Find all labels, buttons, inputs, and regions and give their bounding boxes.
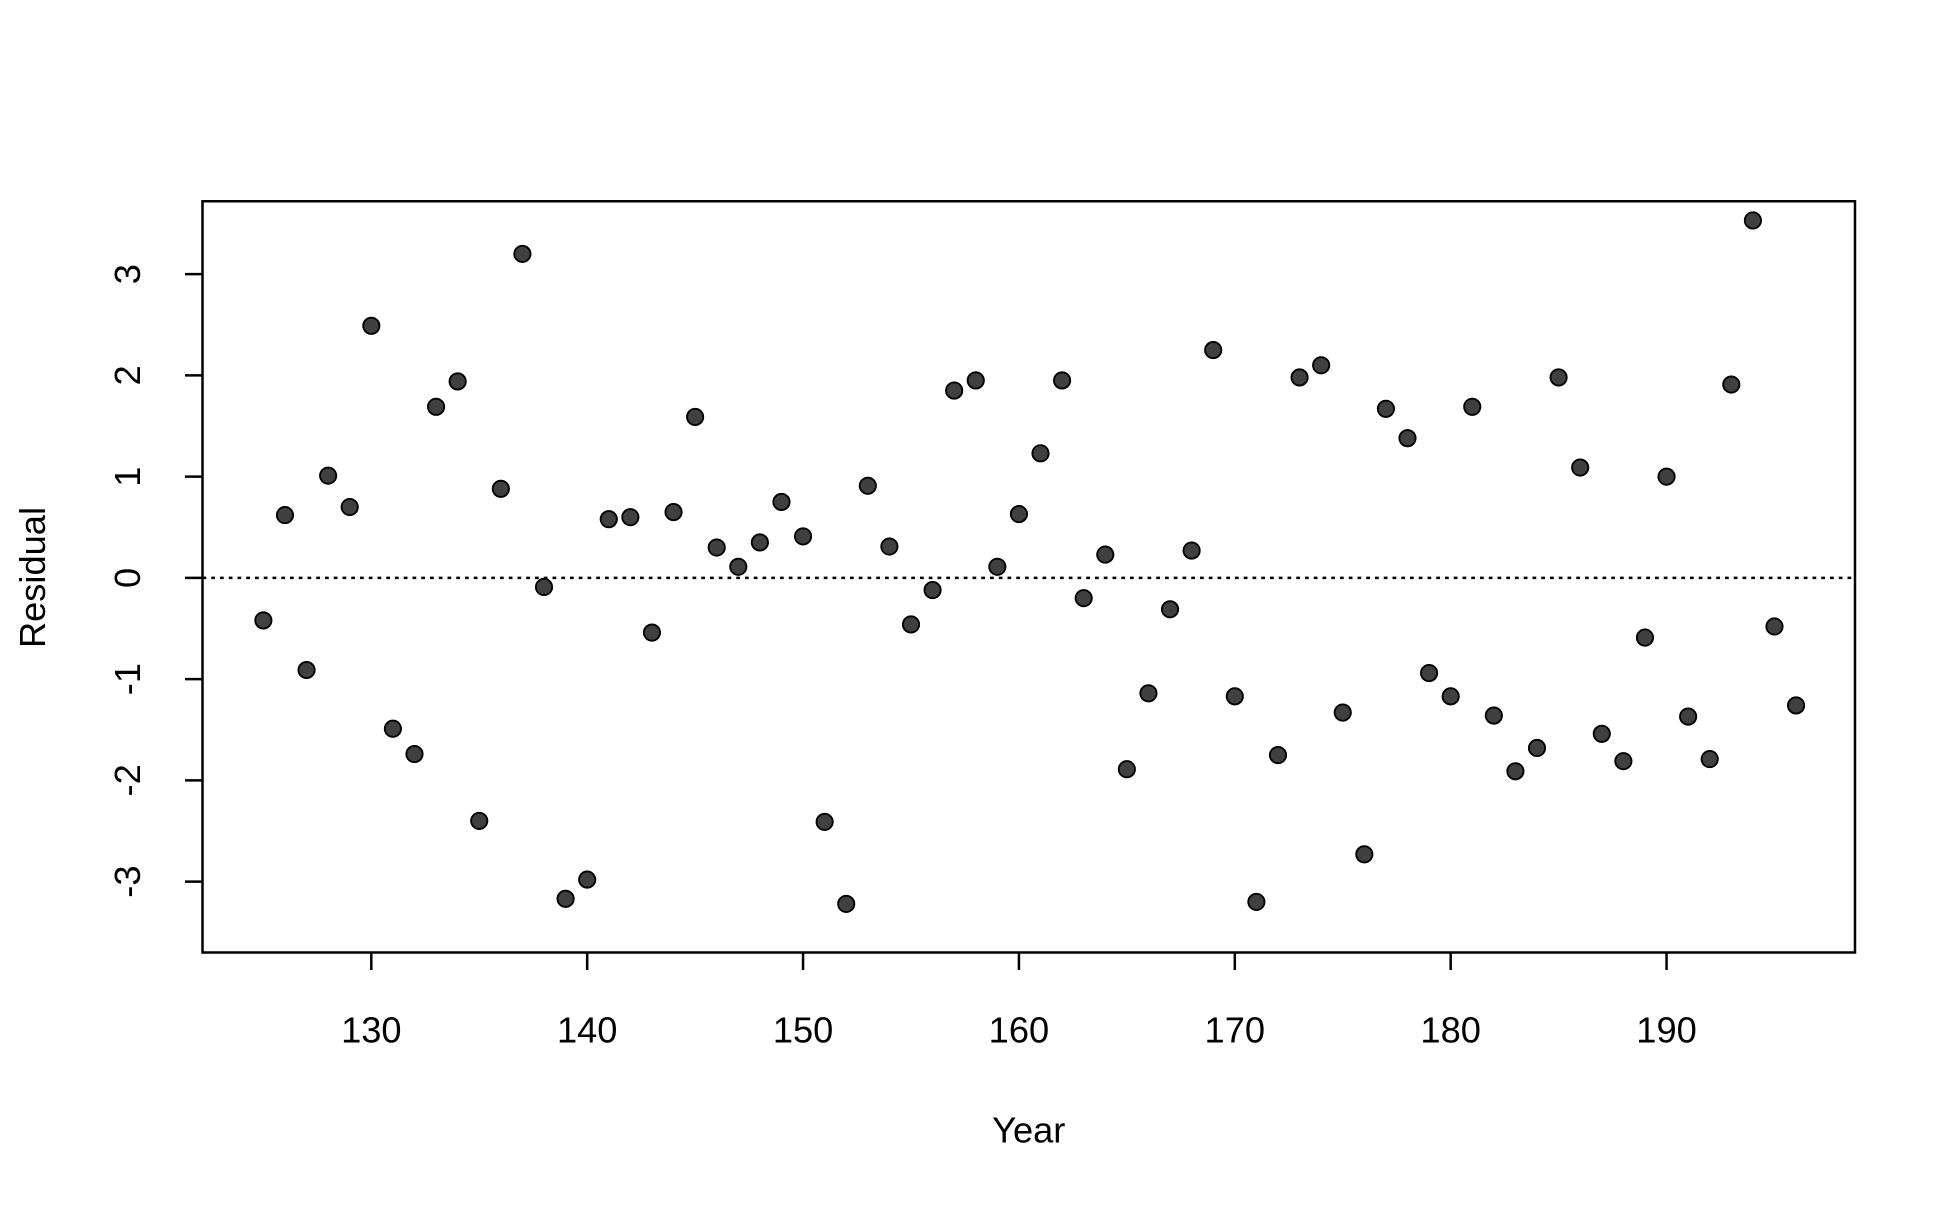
y-tick-label: 0 xyxy=(107,568,148,588)
x-tick-label: 150 xyxy=(773,1010,833,1051)
point xyxy=(1031,444,1050,463)
point xyxy=(448,372,467,391)
point xyxy=(556,889,575,908)
point xyxy=(1117,760,1136,779)
point xyxy=(362,316,381,335)
point xyxy=(534,577,554,597)
point xyxy=(1765,617,1784,636)
point xyxy=(686,407,705,426)
point xyxy=(319,466,338,485)
point xyxy=(1074,589,1093,608)
point xyxy=(880,537,899,556)
point xyxy=(1527,738,1547,758)
point xyxy=(1398,429,1417,448)
point xyxy=(1657,467,1676,486)
y-tick-label: -2 xyxy=(107,764,148,796)
point xyxy=(1484,706,1503,725)
y-tick-label: -3 xyxy=(107,866,148,898)
y-axis-label: Residual xyxy=(12,507,53,648)
point xyxy=(1635,628,1655,647)
point xyxy=(1204,341,1223,360)
point xyxy=(1722,375,1741,394)
point xyxy=(1441,687,1460,706)
point xyxy=(1592,724,1611,743)
point xyxy=(1743,211,1762,230)
point xyxy=(901,615,921,634)
x-tick-label: 130 xyxy=(341,1010,401,1051)
x-tick-label: 140 xyxy=(557,1010,617,1051)
point xyxy=(707,538,726,557)
point xyxy=(1506,762,1525,781)
point xyxy=(513,244,532,263)
point xyxy=(1096,545,1115,564)
x-tick-label: 160 xyxy=(989,1010,1049,1051)
point xyxy=(599,510,618,529)
point xyxy=(750,533,769,552)
point xyxy=(772,492,791,512)
y-tick-label: 2 xyxy=(107,365,148,385)
y-tick-label: 1 xyxy=(107,467,148,487)
point xyxy=(383,719,402,738)
point xyxy=(1268,746,1288,765)
x-tick-label: 190 xyxy=(1636,1010,1696,1051)
point xyxy=(1549,368,1568,387)
point xyxy=(1182,541,1201,560)
point xyxy=(297,660,316,680)
point xyxy=(1139,684,1158,703)
y-tick-label: 3 xyxy=(107,264,148,284)
point xyxy=(1787,696,1806,715)
point xyxy=(1376,399,1395,418)
point xyxy=(340,497,359,517)
point xyxy=(1290,368,1309,387)
point xyxy=(1463,397,1482,416)
point xyxy=(1009,505,1028,524)
point xyxy=(578,870,597,889)
point xyxy=(664,503,683,522)
point xyxy=(729,557,748,576)
point xyxy=(1247,892,1266,911)
point xyxy=(491,479,510,498)
point xyxy=(1614,752,1633,771)
point xyxy=(837,894,856,913)
point xyxy=(1160,600,1180,619)
point xyxy=(988,557,1007,576)
point xyxy=(945,381,964,400)
point xyxy=(1420,663,1439,683)
point xyxy=(470,811,489,830)
point xyxy=(427,397,446,416)
point xyxy=(642,623,662,642)
point xyxy=(1679,707,1698,726)
point xyxy=(1053,371,1072,390)
point xyxy=(923,580,942,600)
point xyxy=(1700,750,1719,769)
x-axis-label: Year xyxy=(992,1110,1065,1151)
x-tick-label: 180 xyxy=(1420,1010,1480,1051)
point xyxy=(621,508,640,527)
point xyxy=(858,476,877,495)
point xyxy=(1225,687,1244,706)
point xyxy=(1333,703,1352,722)
point xyxy=(405,744,424,764)
y-tick-label: -1 xyxy=(107,663,148,695)
point xyxy=(1355,845,1374,864)
point xyxy=(254,611,273,630)
point xyxy=(793,527,813,546)
x-tick-label: 170 xyxy=(1205,1010,1265,1051)
point xyxy=(815,812,834,831)
point xyxy=(966,371,985,390)
point xyxy=(1312,356,1331,375)
point xyxy=(275,506,295,525)
point xyxy=(1571,458,1590,477)
